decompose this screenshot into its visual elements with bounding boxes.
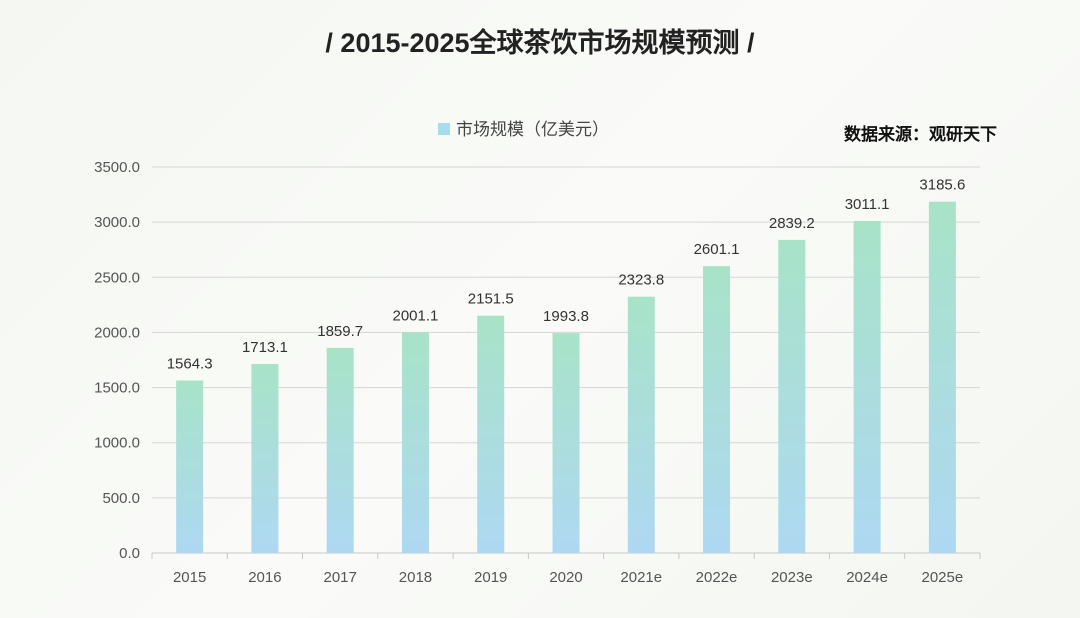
x-tick-label: 2017 [323,569,356,586]
data-label: 1859.7 [317,323,363,340]
bar [251,364,279,553]
x-tick-label: 2023e [771,569,813,586]
y-tick-label: 2000.0 [94,324,140,341]
y-tick-label: 500.0 [102,490,140,507]
x-tick-label: 2021e [620,569,662,586]
data-label: 1993.8 [543,308,589,325]
bar [176,380,204,553]
data-label: 3011.1 [845,196,890,213]
bar [853,220,881,553]
bar [552,333,580,553]
bar [401,332,429,553]
x-tick-label: 2020 [549,569,582,586]
x-tick-label: 2024e [846,569,888,586]
bar [477,315,505,553]
y-tick-label: 2500.0 [94,269,140,286]
x-tick-label: 2022e [696,569,738,586]
x-tick-label: 2018 [399,569,432,586]
data-label: 1713.1 [242,339,288,356]
bar [928,201,956,553]
legend-label: 市场规模（亿美元） [456,120,609,139]
y-tick-label: 3500.0 [94,159,140,176]
y-tick-label: 3000.0 [94,214,140,231]
legend-swatch [438,123,450,135]
data-label: 2323.8 [618,272,664,289]
data-label: 2151.5 [468,291,514,308]
bar [627,296,655,553]
data-label: 1564.3 [167,355,213,372]
x-tick-label: 2019 [474,569,507,586]
y-tick-label: 1000.0 [94,435,140,452]
data-label: 2839.2 [769,215,815,232]
x-tick-label: 2016 [248,569,281,586]
y-tick-label: 1500.0 [94,380,140,397]
chart-title: / 2015-2025全球茶饮市场规模预测 / [325,27,755,58]
bar [778,239,806,553]
x-tick-label: 2025e [922,569,964,586]
data-label: 2601.1 [694,241,740,258]
x-tick-label: 2015 [173,569,206,586]
y-tick-label: 0.0 [119,545,140,562]
bar [326,347,354,553]
data-label: 2001.1 [393,307,439,324]
bar [703,266,731,553]
data-label: 3185.6 [919,177,965,194]
data-source: 数据来源：观研天下 [844,124,997,144]
